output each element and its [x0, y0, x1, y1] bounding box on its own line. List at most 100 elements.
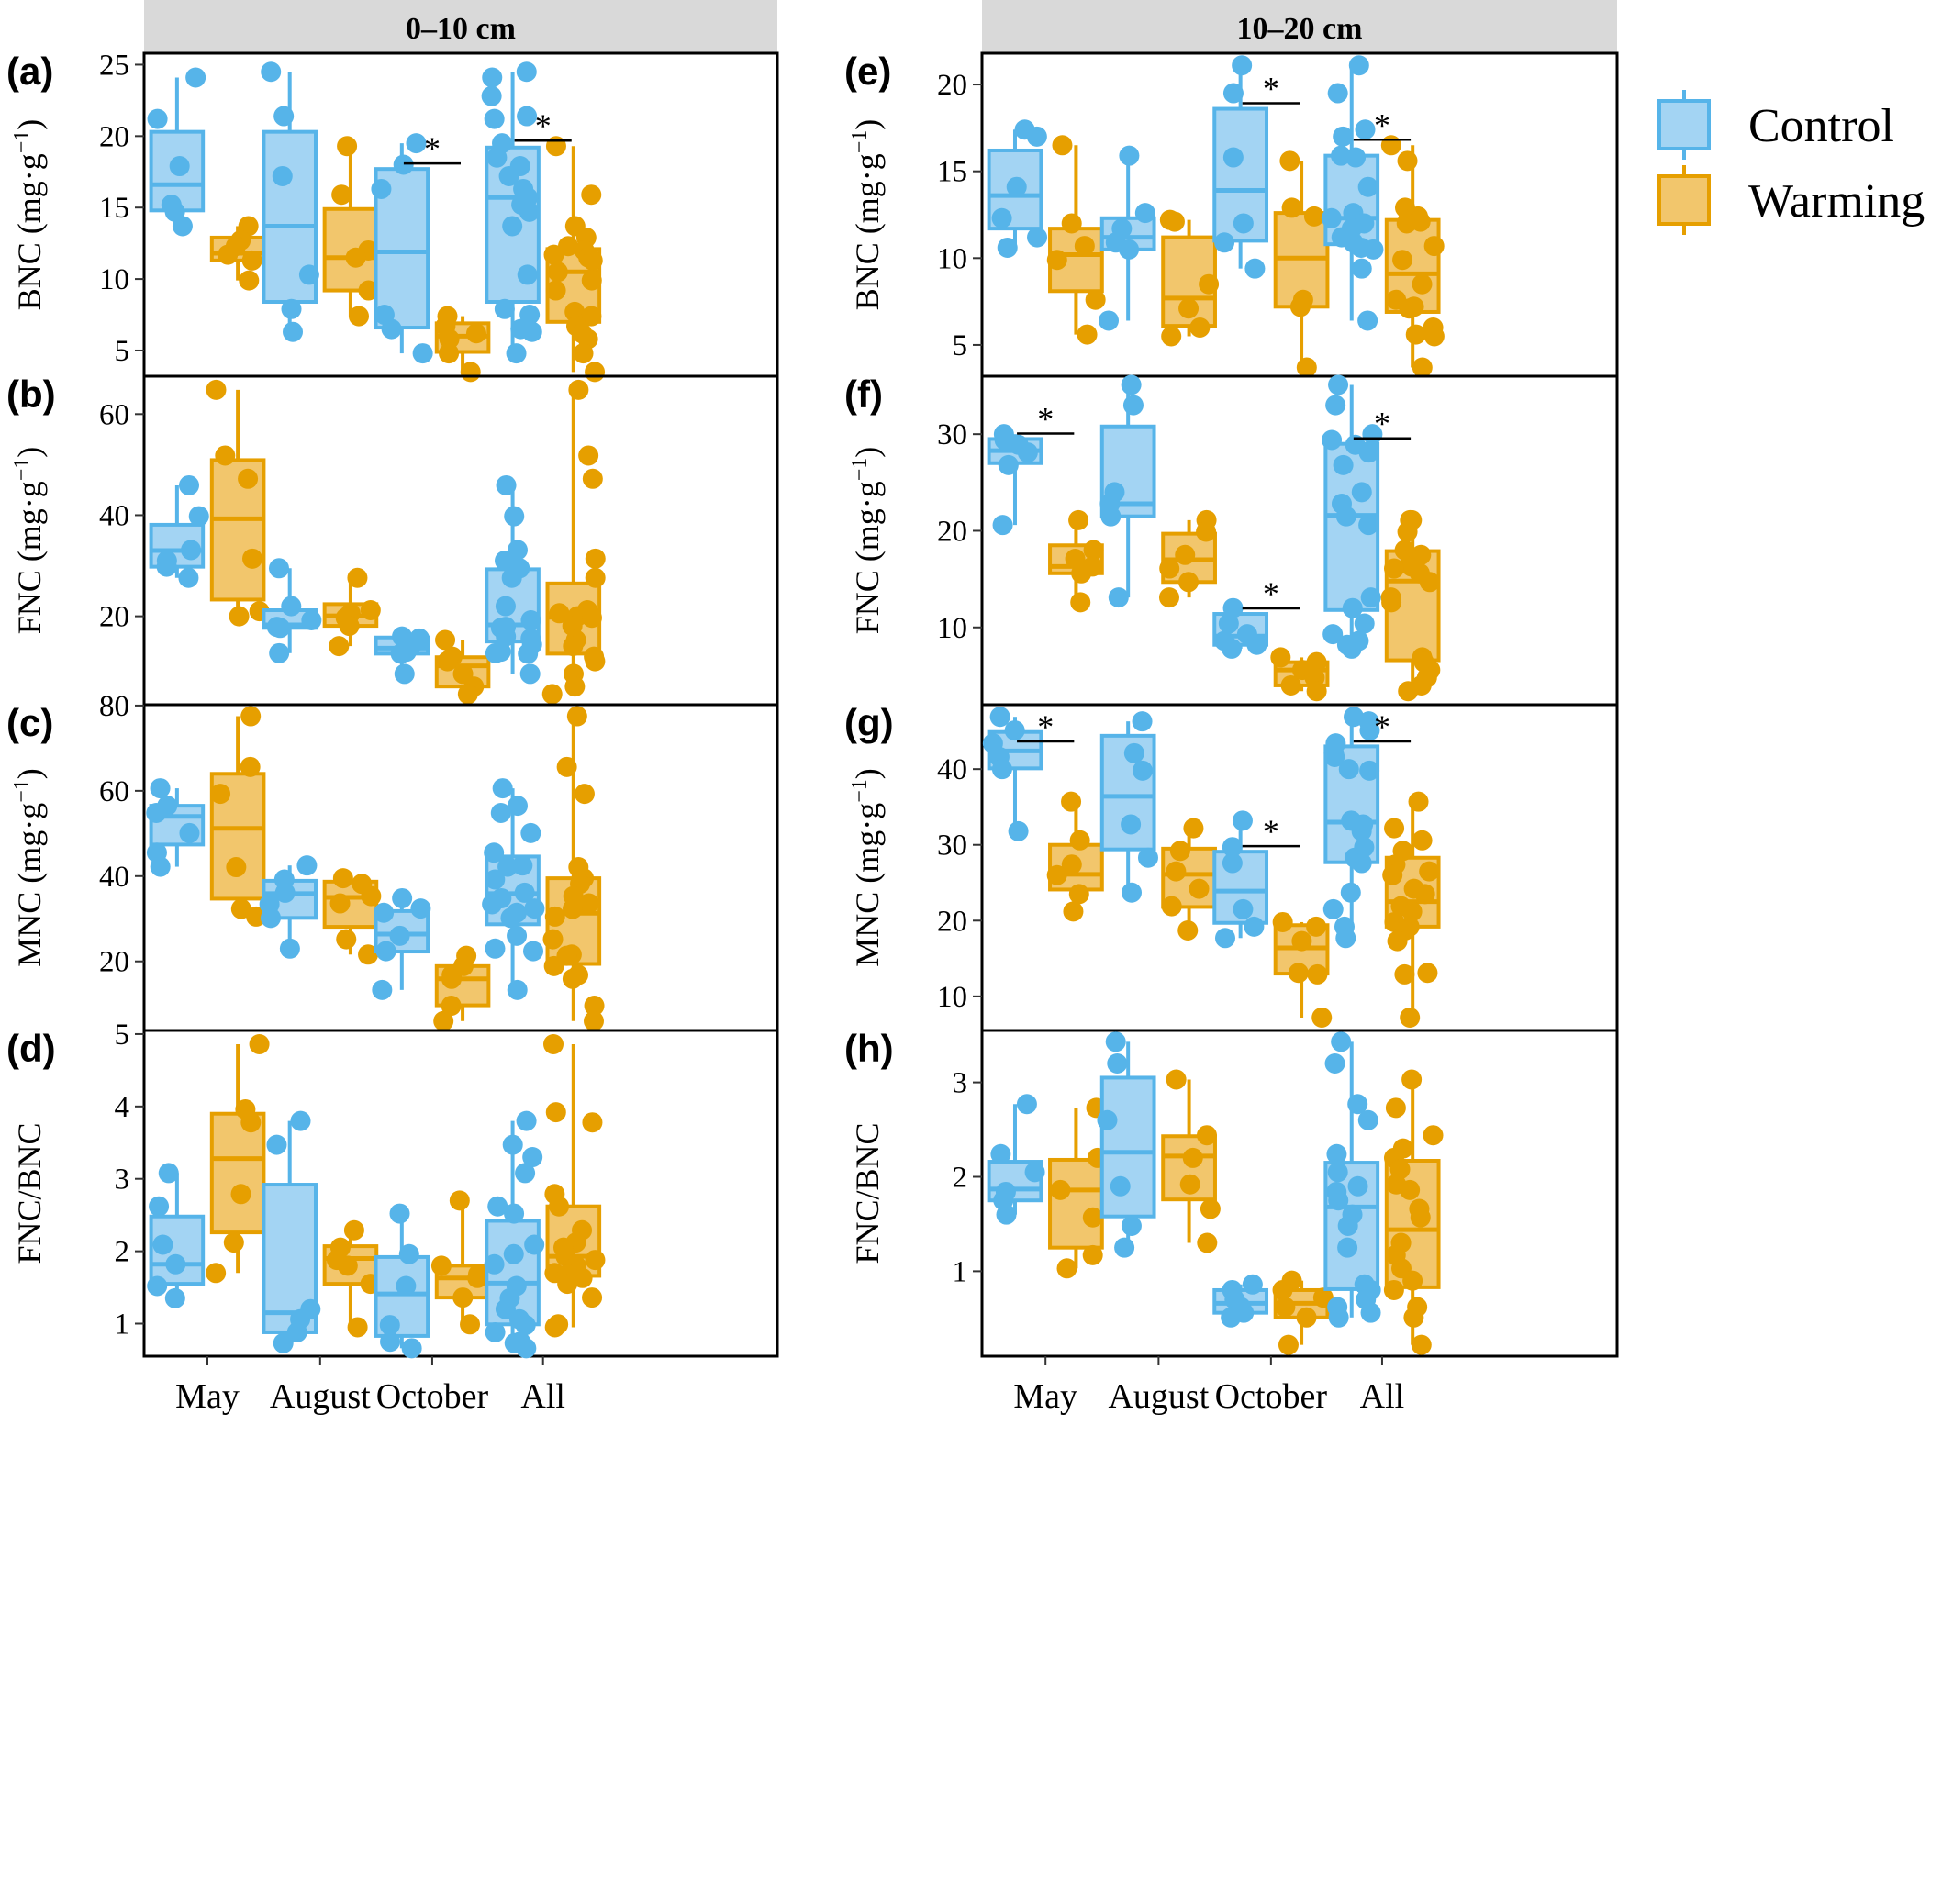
data-point	[1107, 1053, 1128, 1074]
data-point	[485, 642, 506, 663]
data-point	[1392, 250, 1413, 271]
x-tick-label: All	[520, 1377, 565, 1416]
data-point	[1046, 864, 1067, 885]
data-point	[1411, 1334, 1432, 1355]
x-tick-label: October	[1215, 1377, 1328, 1416]
significance-star: *	[1374, 106, 1390, 143]
data-point	[1017, 442, 1038, 463]
data-point	[1006, 176, 1027, 197]
data-point	[1337, 1216, 1358, 1236]
box-all-control	[1322, 707, 1380, 949]
data-point	[1381, 592, 1402, 613]
box-october-control	[1212, 55, 1269, 279]
y-tick-label: 2	[115, 1236, 130, 1269]
data-point	[996, 1204, 1017, 1225]
y-axis-title: FNC (mg·g−1)	[848, 447, 886, 635]
significance-marker: *	[1017, 708, 1075, 745]
panel-letter: (a)	[6, 50, 53, 93]
data-point	[484, 108, 505, 129]
data-point	[1405, 324, 1426, 345]
box-october-control	[374, 1203, 430, 1359]
data-point	[1137, 847, 1158, 868]
data-point	[181, 540, 202, 561]
data-point	[507, 979, 528, 1000]
data-point	[1389, 1159, 1411, 1180]
data-point	[301, 610, 322, 631]
data-point	[332, 868, 353, 889]
data-point	[1324, 746, 1345, 767]
data-point	[501, 567, 522, 588]
data-point	[206, 379, 227, 400]
data-point	[283, 321, 304, 342]
data-point	[1114, 1237, 1135, 1258]
panel-e: (e) 5 10 15 20 BNC (mg·g−1) * *	[844, 50, 1619, 378]
data-point	[240, 706, 262, 727]
data-point	[1026, 126, 1047, 147]
box-all-control	[1323, 1031, 1381, 1328]
data-point	[230, 898, 251, 919]
data-point	[1327, 1162, 1348, 1183]
box-may-control	[146, 778, 206, 877]
data-point	[1178, 572, 1200, 593]
data-point	[406, 133, 427, 154]
facet-strip-2	[982, 0, 1617, 53]
data-point	[992, 515, 1013, 536]
y-tick-label: 20	[937, 69, 967, 102]
data-point	[441, 996, 462, 1017]
data-point	[337, 136, 358, 157]
data-point	[1232, 810, 1253, 831]
y-tick-label: 2	[953, 1161, 968, 1194]
data-point	[348, 306, 369, 327]
data-point	[507, 796, 528, 817]
box-august-control	[262, 1110, 321, 1353]
y-tick-label: 5	[115, 335, 130, 368]
data-point	[1402, 1270, 1423, 1291]
data-point	[261, 907, 282, 929]
data-point	[147, 1275, 168, 1297]
data-point	[1357, 176, 1378, 197]
data-point	[496, 474, 517, 495]
data-point	[1354, 613, 1375, 634]
data-point	[1122, 395, 1144, 416]
data-point	[337, 1255, 358, 1276]
data-point	[502, 216, 523, 237]
data-point	[1333, 454, 1354, 475]
data-point	[149, 1196, 170, 1217]
y-tick-label: 10	[937, 242, 967, 275]
data-point	[361, 885, 382, 907]
data-point	[345, 247, 366, 268]
data-point	[1360, 1302, 1381, 1323]
data-point	[179, 822, 200, 843]
data-point	[1183, 818, 1204, 839]
data-point	[1419, 861, 1440, 882]
y-axis-title: FNC/BNC	[849, 1122, 886, 1264]
data-point	[1158, 587, 1179, 608]
data-point	[1177, 920, 1199, 941]
data-point	[441, 968, 463, 989]
data-point	[223, 1232, 244, 1253]
data-point	[549, 1196, 570, 1217]
data-point	[401, 1338, 422, 1359]
data-point	[542, 929, 564, 950]
data-point	[1074, 236, 1095, 257]
data-point	[392, 887, 413, 908]
data-point	[169, 156, 190, 177]
data-point	[1119, 145, 1140, 166]
box-all-control	[1322, 374, 1383, 659]
panel-g: (g) 10 20 30 40 MNC (mg·g−1) * * *	[844, 701, 1619, 1032]
box-august-warming	[1158, 509, 1217, 608]
data-point	[439, 328, 460, 350]
data-point	[178, 567, 199, 588]
significance-star: *	[1263, 575, 1279, 612]
data-point	[581, 270, 602, 291]
data-point	[331, 184, 352, 206]
data-point	[296, 855, 318, 876]
data-point	[1348, 55, 1369, 76]
data-point	[1027, 227, 1048, 248]
significance-star: *	[535, 107, 552, 144]
data-point	[1289, 296, 1311, 317]
data-point	[515, 1163, 536, 1184]
data-point	[485, 938, 506, 959]
data-point	[1161, 896, 1182, 917]
